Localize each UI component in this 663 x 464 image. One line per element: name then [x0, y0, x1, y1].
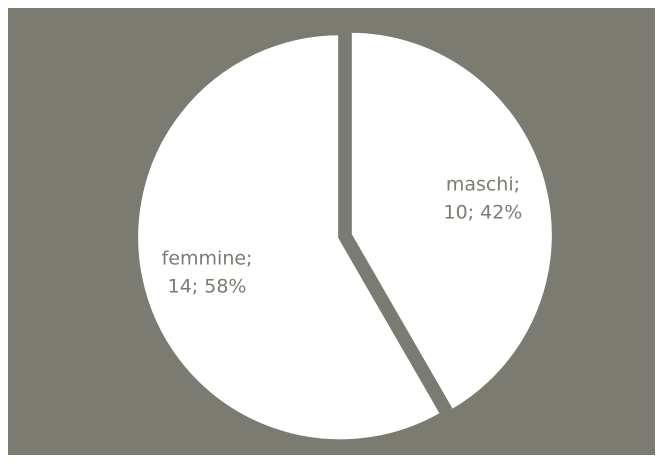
slice-value-label: 10; 42% [444, 202, 523, 224]
pie-slice [347, 28, 556, 415]
slice-label: maschi; [446, 174, 520, 196]
slice-value-label: 14; 58% [168, 275, 247, 297]
slice-label: femmine; [162, 247, 253, 269]
pie-slice [134, 31, 445, 444]
